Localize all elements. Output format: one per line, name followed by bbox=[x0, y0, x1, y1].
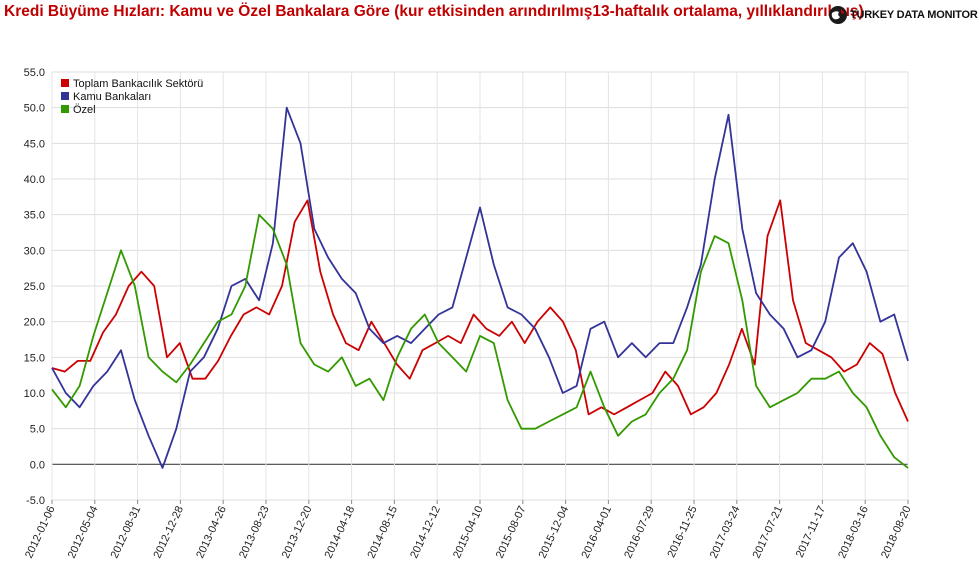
x-tick-label: 2013-08-23 bbox=[237, 504, 272, 560]
x-tick-label: 2015-08-07 bbox=[494, 504, 529, 560]
y-tick-label: 0.0 bbox=[30, 459, 45, 471]
brand-name: TURKEY DATA MONITOR bbox=[850, 9, 978, 21]
x-tick-label: 2016-04-01 bbox=[579, 504, 614, 560]
x-tick-label: 2016-11-25 bbox=[665, 504, 699, 559]
x-tick-label: 2017-07-21 bbox=[751, 504, 786, 560]
y-tick-label: 35.0 bbox=[24, 210, 45, 222]
y-tick-label: 25.0 bbox=[24, 281, 45, 293]
legend-label: Toplam Bankacılık Sektörü bbox=[73, 78, 203, 90]
x-tick-label: 2018-08-20 bbox=[879, 504, 914, 560]
x-tick-label: 2016-07-29 bbox=[622, 504, 657, 560]
x-tick-label: 2012-01-06 bbox=[23, 504, 58, 560]
x-tick-label: 2014-08-15 bbox=[365, 504, 400, 560]
x-tick-label: 2013-12-20 bbox=[280, 504, 315, 560]
x-axis: 2012-01-06 2012-05-04 2012-08-31 2012-12-28… bbox=[23, 500, 914, 560]
legend-swatch bbox=[61, 79, 69, 87]
globe-logo-icon bbox=[829, 6, 847, 24]
y-tick-label: 50.0 bbox=[24, 103, 45, 115]
x-tick-label: 2018-03-16 bbox=[836, 504, 871, 560]
legend-swatch bbox=[61, 105, 69, 113]
series-line bbox=[51, 199, 909, 422]
x-tick-label: 2014-12-12 bbox=[408, 504, 443, 560]
x-tick-label: 2015-04-10 bbox=[451, 504, 486, 560]
series-line bbox=[51, 213, 909, 469]
x-tick-label: 2017-03-24 bbox=[708, 504, 743, 560]
series-lines bbox=[51, 106, 909, 469]
series-line bbox=[51, 106, 909, 469]
y-tick-label: 45.0 bbox=[24, 138, 45, 150]
y-tick-label: 10.0 bbox=[24, 388, 45, 400]
y-tick-label: 5.0 bbox=[30, 424, 45, 436]
legend-swatch bbox=[61, 92, 69, 100]
chart-title: Kredi Büyüme Hızları: Kamu ve Özel Banka… bbox=[4, 3, 864, 20]
legend-label: Özel bbox=[73, 104, 96, 116]
x-tick-label: 2012-08-31 bbox=[109, 504, 144, 560]
x-tick-label: 2012-12-28 bbox=[151, 504, 186, 560]
x-tick-label: 2014-04-18 bbox=[323, 504, 358, 560]
y-tick-label: 15.0 bbox=[24, 352, 45, 364]
x-tick-label: 2017-11-17 bbox=[794, 504, 828, 559]
y-tick-label: -5.0 bbox=[26, 495, 45, 507]
legend-label: Kamu Bankaları bbox=[73, 91, 151, 103]
grid-lines bbox=[51, 71, 909, 501]
x-tick-label: 2012-05-04 bbox=[66, 504, 101, 560]
y-tick-label: 30.0 bbox=[24, 245, 45, 257]
x-tick-label: 2015-12-04 bbox=[537, 504, 572, 560]
y-tick-label: 55.0 bbox=[24, 67, 45, 79]
y-axis: -5.0 0.0 5.0 10.0 15.0 20.0 25.0 30.0 35.0 40.0 45… bbox=[24, 67, 45, 507]
x-tick-label: 2013-04-26 bbox=[194, 504, 229, 560]
y-tick-label: 40.0 bbox=[24, 174, 45, 186]
brand-logo: TURKEY DATA MONITOR bbox=[828, 5, 978, 25]
y-tick-label: 20.0 bbox=[24, 317, 45, 329]
